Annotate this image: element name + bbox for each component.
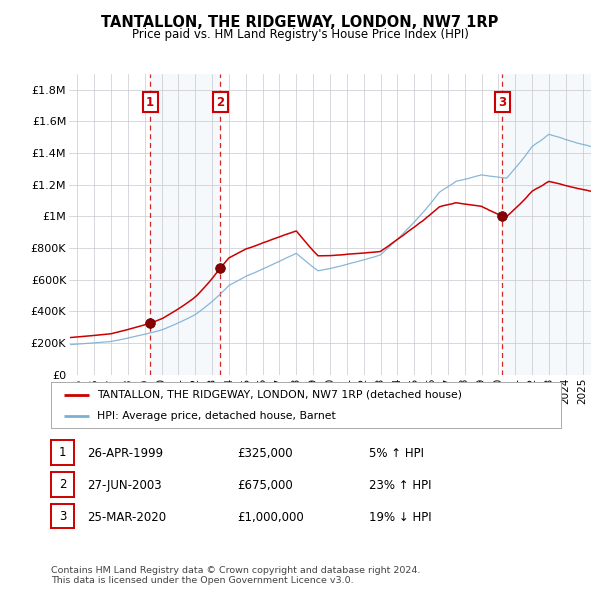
Text: £325,000: £325,000	[237, 447, 293, 460]
Text: TANTALLON, THE RIDGEWAY, LONDON, NW7 1RP: TANTALLON, THE RIDGEWAY, LONDON, NW7 1RP	[101, 15, 499, 30]
Text: 3: 3	[498, 96, 506, 109]
Bar	[502, 74, 591, 375]
Text: 19% ↓ HPI: 19% ↓ HPI	[369, 511, 431, 524]
Bar	[150, 74, 220, 375]
Text: Price paid vs. HM Land Registry's House Price Index (HPI): Price paid vs. HM Land Registry's House …	[131, 28, 469, 41]
Text: 2: 2	[217, 96, 224, 109]
Text: TANTALLON, THE RIDGEWAY, LONDON, NW7 1RP (detached house): TANTALLON, THE RIDGEWAY, LONDON, NW7 1RP…	[97, 390, 462, 400]
Text: 1: 1	[59, 446, 66, 459]
Text: £675,000: £675,000	[237, 479, 293, 492]
Text: £1,000,000: £1,000,000	[237, 511, 304, 524]
Text: 27-JUN-2003: 27-JUN-2003	[87, 479, 161, 492]
Text: 5% ↑ HPI: 5% ↑ HPI	[369, 447, 424, 460]
Text: 3: 3	[59, 510, 66, 523]
Text: 26-APR-1999: 26-APR-1999	[87, 447, 163, 460]
Text: 23% ↑ HPI: 23% ↑ HPI	[369, 479, 431, 492]
Text: 25-MAR-2020: 25-MAR-2020	[87, 511, 166, 524]
Text: HPI: Average price, detached house, Barnet: HPI: Average price, detached house, Barn…	[97, 411, 335, 421]
Text: 2: 2	[59, 478, 66, 491]
Text: 1: 1	[146, 96, 154, 109]
Text: Contains HM Land Registry data © Crown copyright and database right 2024.
This d: Contains HM Land Registry data © Crown c…	[51, 566, 421, 585]
